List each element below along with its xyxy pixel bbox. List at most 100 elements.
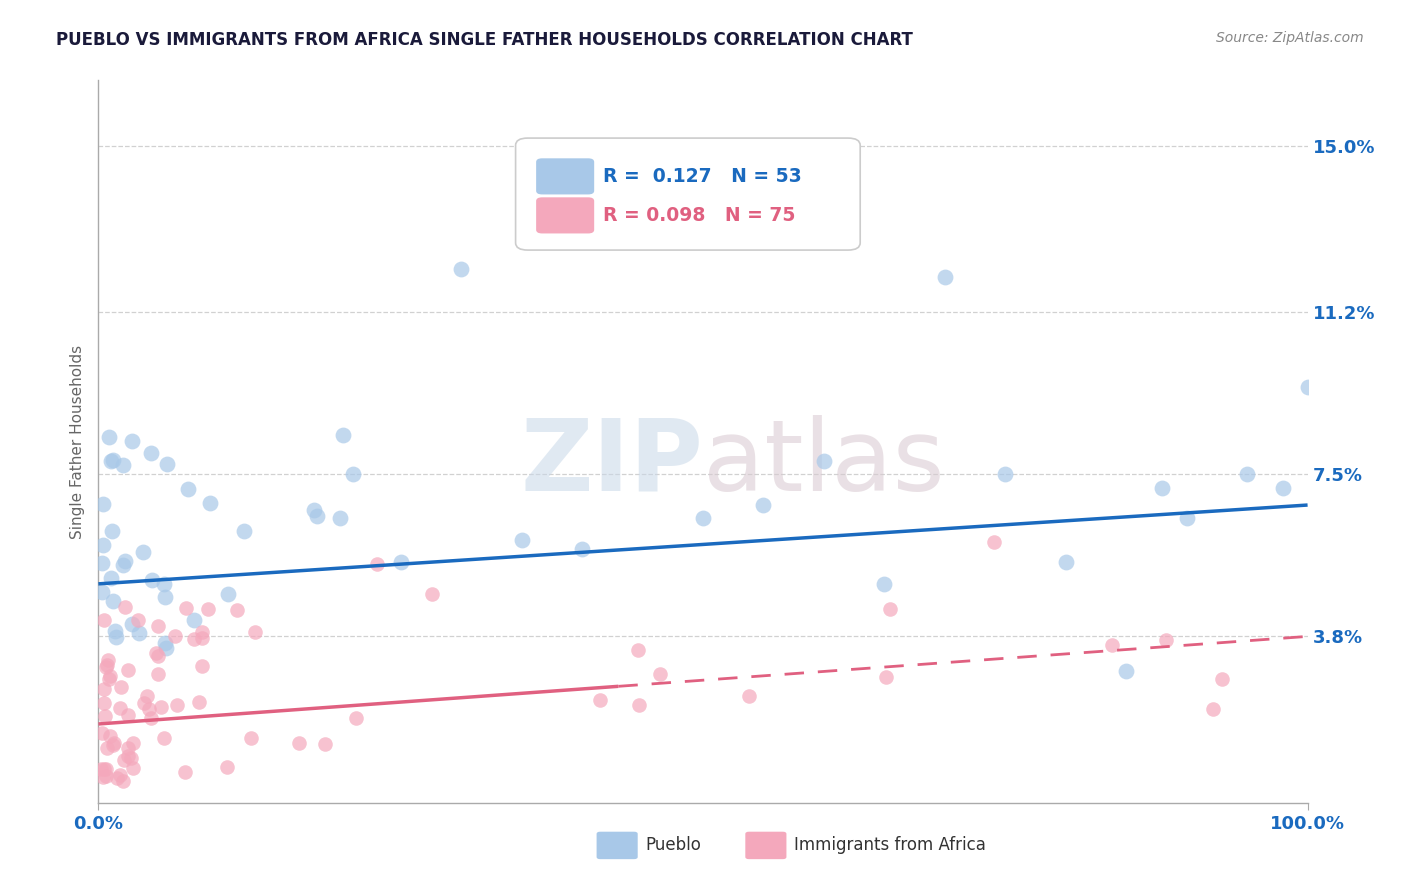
Point [96, 769, 118, 783]
Point [100, 454, 122, 468]
Point [96, 741, 118, 756]
Point [152, 577, 174, 591]
Point [105, 771, 128, 785]
Point [1296, 380, 1319, 394]
Point [96, 657, 118, 672]
Point [114, 600, 136, 615]
Point [117, 740, 139, 755]
Point [148, 648, 170, 663]
Point [145, 646, 167, 660]
Point [190, 658, 212, 673]
Point [98, 672, 121, 686]
Point [329, 511, 352, 525]
Point [91, 538, 114, 552]
FancyBboxPatch shape [536, 158, 595, 194]
Point [344, 711, 367, 725]
Point [240, 731, 263, 745]
Point [1211, 672, 1233, 686]
Point [1152, 481, 1174, 495]
Point [101, 738, 124, 752]
Point [91, 585, 114, 599]
Point [91, 497, 114, 511]
Point [93, 762, 115, 776]
Point [737, 690, 759, 704]
Point [450, 261, 472, 276]
Point [100, 571, 122, 585]
Point [117, 663, 139, 677]
Point [117, 748, 139, 763]
Point [121, 434, 143, 448]
Point [589, 693, 612, 707]
Point [97, 653, 120, 667]
Point [93, 696, 115, 710]
Point [217, 760, 239, 774]
Point [120, 751, 142, 765]
Point [127, 613, 149, 627]
Point [226, 603, 249, 617]
Text: PUEBLO VS IMMIGRANTS FROM AFRICA SINGLE FATHER HOUSEHOLDS CORRELATION CHART: PUEBLO VS IMMIGRANTS FROM AFRICA SINGLE … [56, 31, 912, 49]
Point [112, 753, 135, 767]
Point [183, 632, 205, 646]
Point [187, 695, 209, 709]
Point [197, 601, 219, 615]
Point [983, 534, 1005, 549]
Point [91, 556, 114, 570]
FancyBboxPatch shape [516, 138, 860, 250]
Point [174, 600, 197, 615]
Point [141, 574, 163, 588]
Point [101, 524, 124, 538]
Point [94, 762, 117, 776]
Point [879, 602, 901, 616]
Point [156, 457, 179, 471]
Point [91, 770, 114, 784]
Point [98, 669, 121, 683]
Point [163, 629, 186, 643]
Point [190, 625, 212, 640]
Point [305, 509, 328, 524]
Point [302, 503, 325, 517]
Point [121, 617, 143, 632]
Point [117, 707, 139, 722]
Point [650, 666, 672, 681]
Point [153, 590, 176, 604]
Point [93, 613, 115, 627]
Point [994, 467, 1017, 482]
Text: Immigrants from Africa: Immigrants from Africa [793, 837, 986, 855]
Point [752, 498, 775, 512]
Point [94, 708, 117, 723]
Point [148, 667, 170, 681]
Point [1101, 638, 1123, 652]
Point [153, 731, 176, 745]
Point [153, 636, 176, 650]
Point [510, 533, 533, 547]
Point [198, 496, 221, 510]
Point [233, 524, 256, 538]
Point [628, 698, 651, 713]
Text: R = 0.098   N = 75: R = 0.098 N = 75 [603, 206, 794, 225]
Point [96, 660, 118, 674]
Point [1054, 555, 1077, 569]
Point [122, 736, 145, 750]
Point [332, 428, 354, 442]
Point [111, 773, 134, 788]
Point [342, 467, 364, 481]
Point [90, 763, 112, 777]
Point [110, 680, 132, 694]
Point [103, 736, 125, 750]
Point [122, 761, 145, 775]
Point [93, 681, 115, 696]
Point [1154, 633, 1177, 648]
Point [217, 587, 239, 601]
FancyBboxPatch shape [536, 197, 595, 234]
Point [422, 587, 444, 601]
Point [389, 555, 412, 569]
Point [148, 619, 170, 633]
Point [138, 701, 160, 715]
Point [1115, 665, 1137, 679]
Point [174, 765, 197, 780]
FancyBboxPatch shape [745, 831, 786, 859]
Point [155, 641, 177, 656]
Point [314, 737, 336, 751]
Point [98, 730, 121, 744]
Point [692, 511, 714, 525]
